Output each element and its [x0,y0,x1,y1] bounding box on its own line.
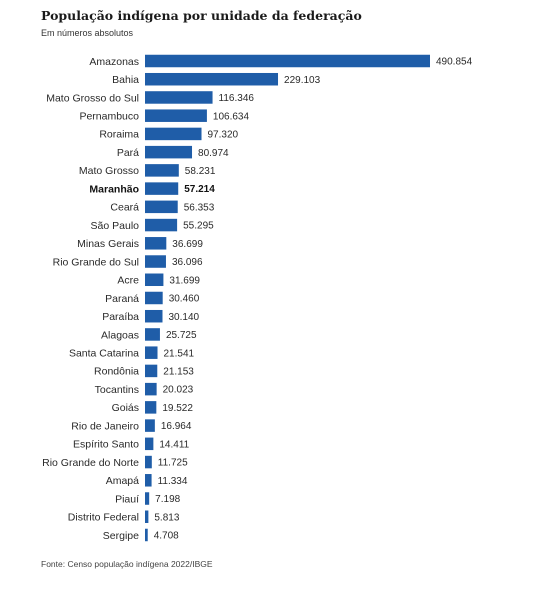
value-label: 490.854 [436,57,473,68]
category-label: Pernambuco [79,110,139,122]
category-label: Roraima [99,129,139,141]
bar [145,164,179,177]
value-label: 14.411 [159,439,189,450]
value-label: 19.522 [162,403,193,414]
category-label: Rondônia [94,366,139,378]
value-label: 31.699 [169,275,200,286]
bar [145,510,149,523]
category-label: Distrito Federal [68,512,139,524]
bar [145,127,202,141]
bar [145,401,157,414]
value-label: 56.353 [184,202,215,213]
category-label: Piauí [115,493,139,505]
category-label: Rio de Janeiro [71,420,139,432]
value-label: 4.708 [154,531,179,542]
value-label: 58.231 [185,166,216,177]
bar [145,273,164,287]
value-label: 25.725 [166,330,197,341]
value-label: 57.214 [184,184,215,195]
value-label: 11.334 [158,476,188,487]
bar [145,382,157,396]
category-label: Ceará [110,202,139,214]
bar [145,474,152,487]
category-label: São Paulo [91,220,140,232]
category-label: Santa Catarina [69,347,139,359]
bar [145,72,279,86]
value-label: 36.096 [172,257,203,268]
value-label: 30.140 [169,312,200,323]
bar [145,91,213,104]
value-label: 21.541 [164,348,195,359]
value-label: 21.153 [163,367,194,378]
bar [145,291,163,305]
category-label: Acre [117,275,139,287]
category-label: Sergipe [103,530,139,542]
bar [145,346,158,359]
chart-source: Fonte: Censo população indígena 2022/IBG… [41,559,213,569]
value-label: 97.320 [208,130,239,141]
bar [145,437,154,451]
bar [145,237,167,250]
category-label: Paraíba [102,311,139,323]
bar [145,328,160,341]
category-label: Amapá [106,475,139,487]
category-label: Goiás [112,402,139,414]
value-label: 80.974 [198,148,229,159]
bar [145,218,178,232]
category-label: Rio Grande do Sul [53,256,139,268]
bar [145,200,178,214]
bar [145,419,155,432]
bar [145,492,150,505]
value-label: 106.634 [213,111,250,122]
category-label: Minas Gerais [77,238,139,250]
category-label: Mato Grosso [79,165,139,177]
bar [145,455,152,469]
chart-title: População indígena por unidade da federa… [41,8,362,23]
category-label: Amazonas [89,56,139,68]
value-label: 16.964 [161,421,192,432]
value-label: 229.103 [284,75,321,86]
value-label: 5.813 [154,512,179,523]
category-label: Mato Grosso do Sul [46,92,139,104]
category-label: Alagoas [101,329,139,341]
bar [145,528,148,542]
category-label: Espírito Santo [73,439,139,451]
bar [145,182,179,195]
category-label: Tocantins [95,384,139,396]
value-label: 20.023 [163,385,194,396]
bar [145,255,166,268]
category-label: Maranhão [89,183,139,195]
value-label: 36.699 [172,239,203,250]
value-label: 116.346 [219,93,255,104]
bar [145,364,158,378]
value-label: 7.198 [155,494,180,505]
category-label: Bahia [112,74,139,86]
value-label: 30.460 [169,294,200,305]
bar [145,145,193,159]
bar [145,54,430,68]
category-label: Rio Grande do Norte [42,457,139,469]
bar [145,109,207,122]
category-label: Paraná [105,293,139,305]
value-label: 11.725 [158,458,188,469]
value-label: 55.295 [183,221,214,232]
chart-subtitle: Em números absolutos [41,28,134,38]
bar [145,309,163,323]
category-label: Pará [117,147,139,159]
